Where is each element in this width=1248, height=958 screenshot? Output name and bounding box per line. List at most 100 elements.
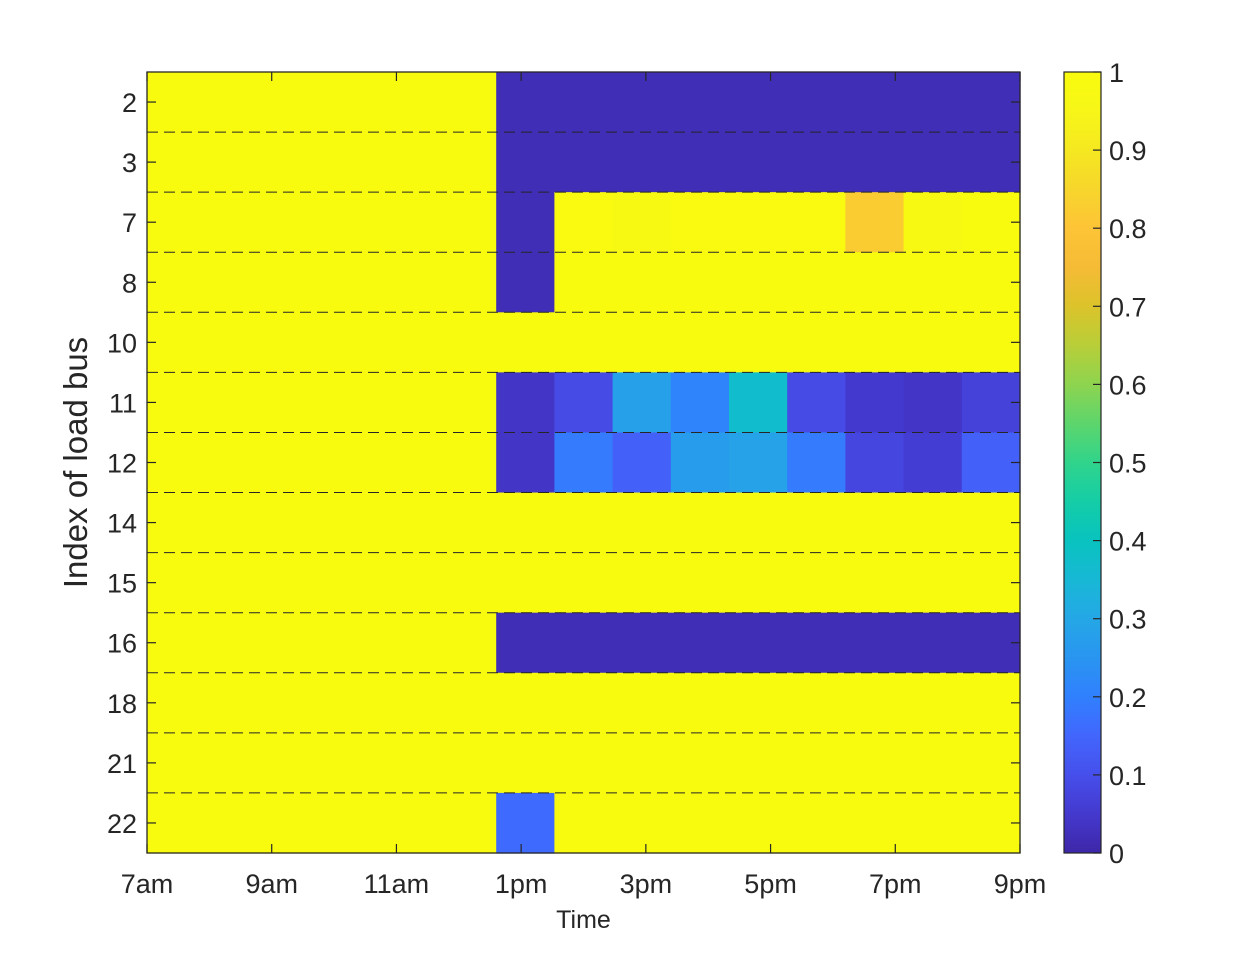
heatmap-cell [554, 732, 614, 794]
heatmap-cell [845, 672, 905, 734]
heatmap-cell [670, 492, 730, 554]
heatmap-cell [961, 792, 1021, 854]
heatmap-cell [961, 372, 1021, 434]
heatmap-cell [321, 432, 381, 494]
heatmap-cell [903, 432, 963, 494]
colorbar-tick-label: 1 [1109, 58, 1124, 88]
heatmap-cell [845, 432, 905, 494]
x-tick-label: 7pm [869, 869, 922, 899]
heatmap-cell [205, 732, 264, 794]
y-tick-label: 2 [122, 88, 137, 118]
heatmap-cell [670, 312, 730, 373]
heatmap-cell [147, 672, 206, 734]
y-axis-ticks: 2 3 7 8 10 11 12 14 15 16 18 21 22 [107, 88, 1020, 839]
heatmap-cell [438, 612, 497, 674]
heatmap-cell [670, 132, 730, 193]
row-separators [147, 131, 1020, 794]
heatmap-cell [263, 612, 323, 674]
y-tick-label: 3 [122, 148, 137, 178]
y-tick-label: 11 [109, 388, 137, 418]
heatmap-cell [438, 312, 497, 373]
heatmap-cell [612, 612, 672, 674]
heatmap-cell [263, 432, 323, 494]
heatmap-cell [263, 732, 323, 794]
heatmap-cell [554, 72, 614, 133]
heatmap-cell [612, 492, 672, 554]
heatmap-cell [147, 132, 206, 193]
heatmap-cell [903, 732, 963, 794]
heatmap-cell [612, 312, 672, 373]
heatmap-cell [554, 792, 614, 854]
heatmap-cell [612, 192, 672, 253]
heatmap-cell [612, 72, 672, 133]
heatmap-cell [147, 732, 206, 794]
heatmap-cell [147, 552, 206, 614]
heatmap-cell [263, 252, 323, 313]
x-axis-ticks: 7am 9am 11am 1pm 3pm 5pm 7pm 9pm [121, 72, 1046, 899]
heatmap-cell [787, 192, 846, 253]
heatmap-cell [903, 492, 963, 554]
heatmap-cell [205, 72, 264, 133]
heatmap-cell [729, 372, 788, 434]
heatmap-cell [903, 552, 963, 614]
heatmap-cell [845, 312, 905, 373]
y-tick-label: 10 [107, 328, 137, 358]
heatmap-cell [379, 552, 439, 614]
heatmap-cell [205, 552, 264, 614]
heatmap-cell [205, 792, 264, 854]
heatmap-cell [496, 552, 555, 614]
heatmap-cell [496, 732, 555, 794]
heatmap-cell [438, 732, 497, 794]
heatmap-cell [438, 72, 497, 133]
heatmap-cell [729, 792, 788, 854]
heatmap-cell [961, 492, 1021, 554]
heatmap-cell [263, 312, 323, 373]
heatmap-cell [554, 552, 614, 614]
heatmap-cell [729, 192, 788, 253]
heatmap-cell [554, 612, 614, 674]
heatmap-cell [903, 312, 963, 373]
colorbar-tick-label: 0.3 [1109, 605, 1147, 635]
heatmap-cell [845, 252, 905, 313]
heatmap-cell [147, 192, 206, 253]
heatmap-cell [438, 252, 497, 313]
heatmap-cell [379, 612, 439, 674]
heatmap-cell [787, 432, 846, 494]
heatmap-cell [729, 432, 788, 494]
heatmap-cell [147, 492, 206, 554]
x-tick-label: 5pm [744, 869, 797, 899]
y-tick-label: 8 [122, 268, 137, 298]
heatmap-cell [787, 552, 846, 614]
heatmap-cell [670, 372, 730, 434]
heatmap-cell [845, 732, 905, 794]
heatmap-cell [787, 372, 846, 434]
heatmap-cell [903, 372, 963, 434]
heatmap-cell [321, 792, 381, 854]
heatmap-cell [438, 492, 497, 554]
x-tick-label: 11am [364, 869, 430, 899]
heatmap-cell [787, 732, 846, 794]
heatmap-cell [438, 672, 497, 734]
heatmap-cell [961, 252, 1021, 313]
heatmap-cell [670, 432, 730, 494]
heatmap-cell [496, 792, 555, 854]
heatmap-cell [612, 252, 672, 313]
heatmap-cell [554, 312, 614, 373]
heatmap-cell [147, 72, 206, 133]
heatmap-cell [670, 72, 730, 133]
heatmap-cell [205, 192, 264, 253]
heatmap-cell [147, 792, 206, 854]
heatmap-cell [554, 372, 614, 434]
y-tick-label: 16 [107, 629, 137, 659]
heatmap-cell [787, 792, 846, 854]
heatmap-cell [321, 492, 381, 554]
heatmap-cell [438, 432, 497, 494]
heatmap-cell [147, 312, 206, 373]
heatmap-cell [496, 432, 555, 494]
heatmap-cell [961, 432, 1021, 494]
heatmap-cell [903, 192, 963, 253]
heatmap-cell [729, 552, 788, 614]
heatmap-cell [787, 492, 846, 554]
heatmap-cell [205, 432, 264, 494]
